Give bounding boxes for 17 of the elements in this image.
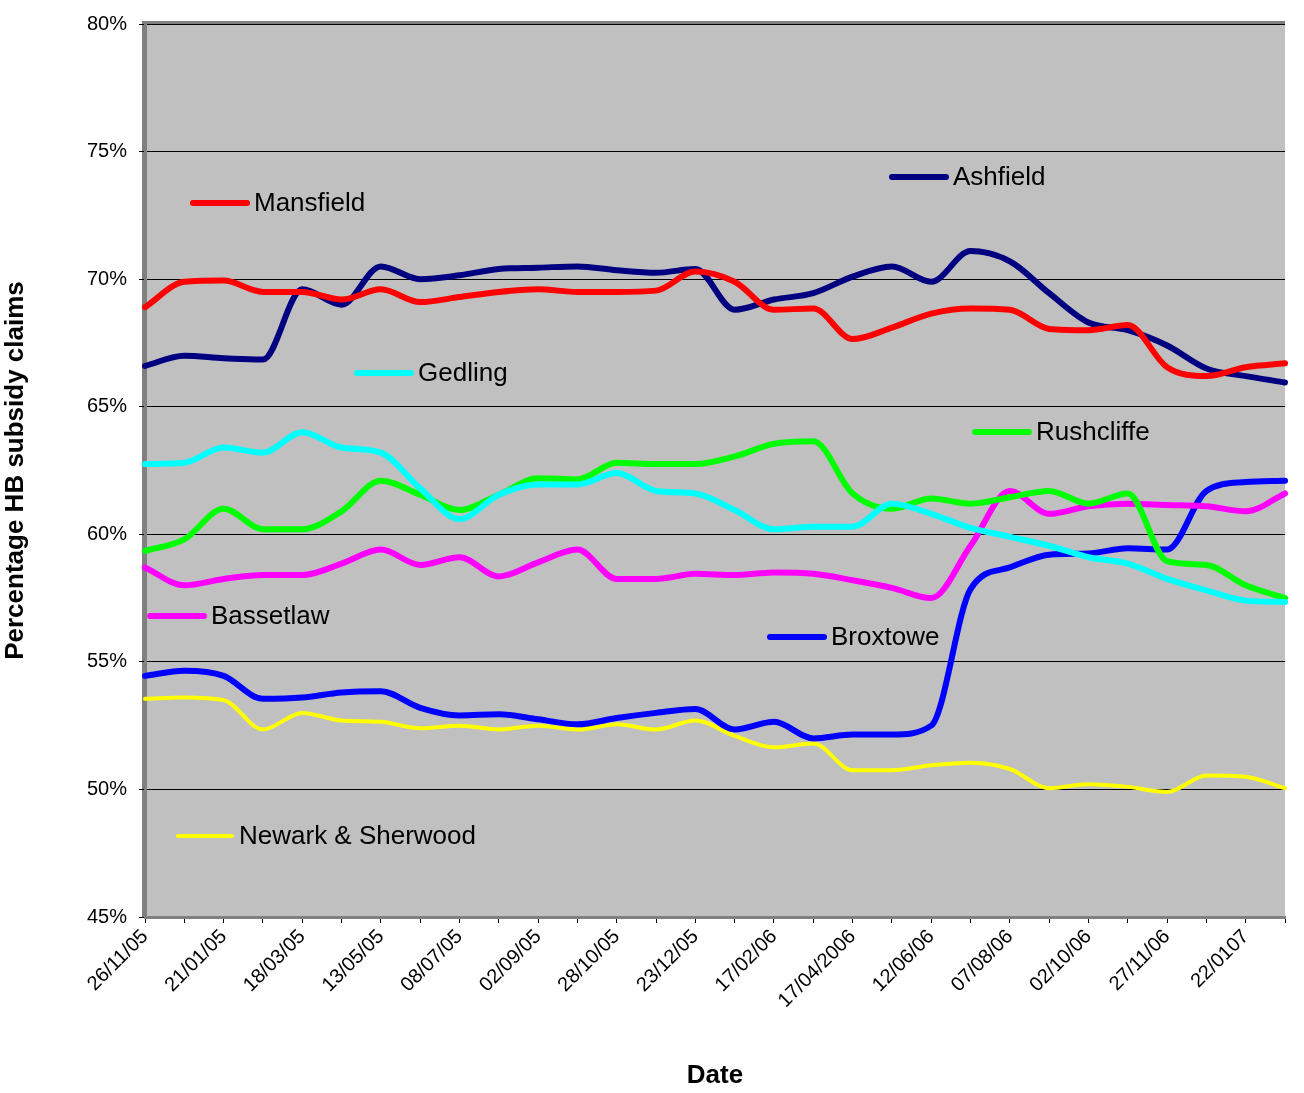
y-tick-label: 70% [86,266,128,289]
legend-label: Newark & Sherwood [239,820,476,851]
legend-label: Broxtowe [831,621,940,652]
y-tick-label: 65% [86,394,128,417]
y-tick-label: 60% [86,521,128,544]
y-tick-label: 45% [86,904,128,927]
x-axis-title: Date [686,1058,744,1089]
legend-label: Ashfield [953,161,1046,192]
legend-label: Bassetlaw [211,600,330,631]
legend-label: Gedling [418,357,508,388]
y-tick-label: 75% [86,139,128,162]
legend-label: Mansfield [254,187,366,218]
y-tick-label: 80% [86,11,128,34]
y-tick-label: 55% [86,649,128,672]
y-axis-title: Percentage HB subsidy claims [0,281,29,660]
y-tick-label: 50% [86,776,128,799]
legend-label: Rushcliffe [1036,416,1150,447]
